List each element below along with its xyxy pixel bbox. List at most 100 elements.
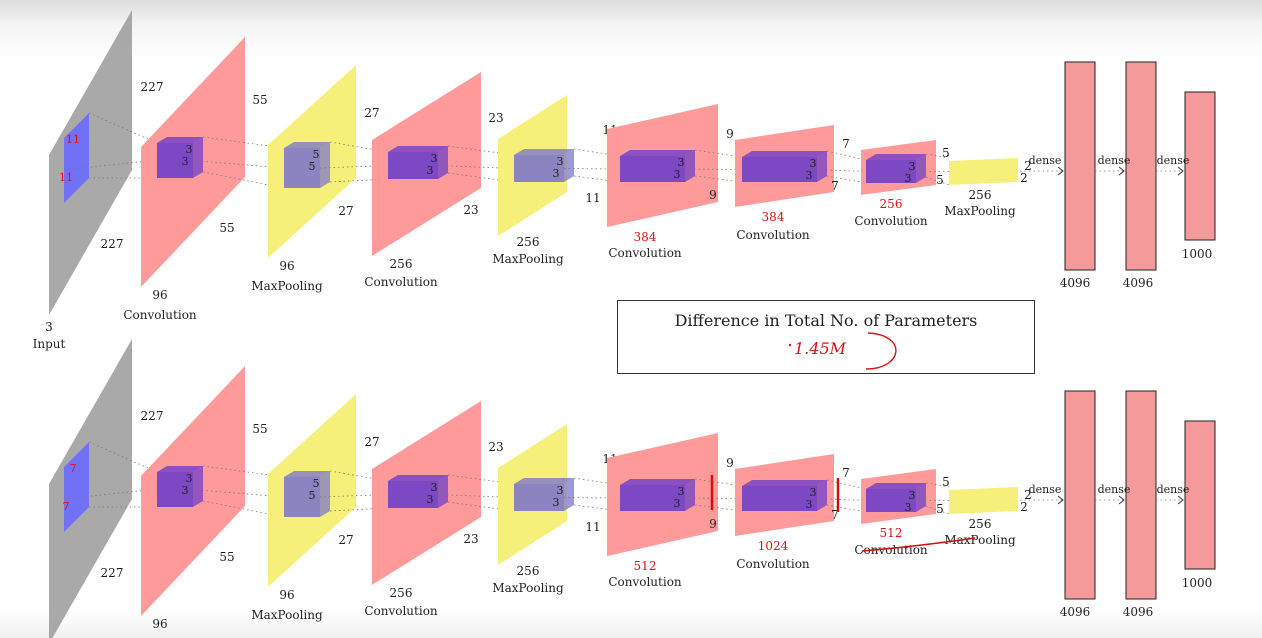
kernel-size-a: 3: [909, 489, 916, 502]
layer-6-conv: 33 7 7 384 Convolution: [735, 125, 867, 242]
kernel-top-face: [284, 471, 330, 477]
layer-dim-bottom-label: 11: [585, 520, 600, 534]
maxpooling-slab: [949, 158, 1018, 185]
kernel-front-face: [157, 472, 193, 507]
kernel-size-b: 5: [309, 160, 316, 173]
kernel-cube: [620, 479, 695, 511]
layer-type-label: MaxPooling: [492, 252, 564, 266]
connection-line: [925, 153, 950, 159]
input-kernel: [64, 442, 89, 532]
kernel-top-face: [620, 150, 695, 156]
connection-line: [573, 477, 621, 486]
kernel-top-face: [514, 478, 574, 484]
input-kernel-size-b: 11: [59, 171, 73, 184]
dense-layer-3: dense 1000: [1156, 420, 1216, 590]
layer-8-pool_small: 22 256 MaxPooling: [944, 158, 1032, 218]
kernel-cube: [866, 154, 926, 183]
dense-block: [1064, 390, 1096, 600]
kernel-size-b: 3: [806, 498, 813, 511]
kernel-cube: [514, 149, 574, 182]
dense-block: [1064, 61, 1096, 271]
kernel-side-face: [320, 142, 330, 188]
layer-dim-bottom-label: 5: [936, 502, 944, 516]
kernel-size-a: 3: [431, 152, 438, 165]
arrow-head: [1057, 166, 1064, 176]
network-row-2: 7722733227555596Convolution55272796MaxPo…: [49, 339, 1216, 638]
layer-dim-bottom-label: 7: [831, 508, 839, 522]
kernel-size-b: 3: [427, 164, 434, 177]
layer-2-pool: 55 27 27 96 MaxPooling: [251, 65, 389, 293]
kernel-top-face: [284, 142, 330, 148]
dense-label: dense: [1098, 483, 1131, 496]
connection-line: [694, 175, 743, 183]
kernel-size-a: 3: [557, 155, 564, 168]
kernel-size-a: 3: [186, 472, 193, 485]
layer-dim-top-label: 2: [1024, 488, 1032, 502]
kernel-front-face: [284, 148, 320, 188]
layer-type-label: Convolution: [123, 308, 197, 322]
layer-3-conv: 33 23 23 256 Convolution: [364, 401, 515, 618]
layer-dim-top-label: 23: [488, 111, 503, 125]
kernel-cube: [157, 137, 203, 178]
dense-layer-2: dense 4096: [1095, 61, 1157, 290]
input-depth-label: 3: [45, 320, 53, 334]
kernel-size-b: 5: [309, 489, 316, 502]
layer-dim-top-label: 27: [364, 435, 379, 449]
connection-line: [573, 175, 621, 183]
kernel-front-face: [742, 157, 817, 182]
input-slab: [49, 339, 132, 638]
kernel-front-face: [157, 143, 193, 178]
layer-5-conv: 33 9 9 384 Convolution: [607, 104, 743, 260]
layer-dim-bottom-label: 9: [709, 188, 717, 202]
layer-height-label: 227: [141, 409, 164, 423]
parameter-difference-box: Difference in Total No. of Parameters 1.…: [617, 300, 1035, 374]
connection-line: [563, 497, 621, 499]
layer-type-label: Convolution: [364, 604, 438, 618]
kernel-top-face: [388, 475, 448, 481]
kernel-cube: [284, 142, 330, 188]
layer-dim-top-label: 5: [942, 146, 950, 160]
kernel-side-face: [685, 150, 695, 182]
dense-units-label: 4096: [1060, 605, 1091, 619]
layer-dim-bottom-label: 55: [219, 221, 234, 235]
layer-5-conv: 33 9 9 512 Convolution: [607, 433, 743, 589]
layer-depth-label: 96: [279, 259, 294, 273]
input-kernel-size-a: 7: [70, 462, 77, 475]
dense-block: [1184, 420, 1216, 570]
connection-line: [329, 141, 389, 153]
layer-type-label: MaxPooling: [492, 581, 564, 595]
dense-layer-2: dense 4096: [1095, 390, 1157, 619]
layer-type-label: MaxPooling: [944, 204, 1016, 218]
layer-type-label: Convolution: [736, 228, 810, 242]
layer-dim-top-label: 55: [252, 93, 267, 107]
arrow-head: [1177, 166, 1184, 176]
layer-8-pool_small: 22 256 MaxPooling: [944, 487, 1032, 547]
dense-units-label: 1000: [1182, 247, 1213, 261]
kernel-side-face: [438, 146, 448, 179]
kernel-side-face: [916, 483, 926, 512]
kernel-size-b: 3: [905, 501, 912, 514]
layer-depth-label: 512: [880, 526, 903, 540]
kernel-size-a: 3: [909, 160, 916, 173]
layer-type-label: MaxPooling: [251, 608, 323, 622]
layer-dim-top-label: 5: [942, 475, 950, 489]
kernel-size-a: 3: [810, 486, 817, 499]
layer-dim-bottom-label: 2: [1020, 500, 1028, 514]
layer-dim-bottom-label: 23: [463, 203, 478, 217]
dense-label: dense: [1157, 483, 1190, 496]
kernel-front-face: [514, 155, 564, 182]
kernel-cube: [866, 483, 926, 512]
kernel-side-face: [438, 475, 448, 508]
kernel-side-face: [193, 466, 203, 507]
arrow-head: [1177, 495, 1184, 505]
kernel-front-face: [388, 481, 438, 508]
kernel-size-a: 3: [557, 484, 564, 497]
layer-type-label: Convolution: [608, 575, 682, 589]
kernel-top-face: [620, 479, 695, 485]
layer-depth-label: 96: [279, 588, 294, 602]
kernel-side-face: [685, 479, 695, 511]
connection-line: [329, 507, 389, 512]
layer-2-pool: 55 27 27 96 MaxPooling: [251, 394, 389, 622]
